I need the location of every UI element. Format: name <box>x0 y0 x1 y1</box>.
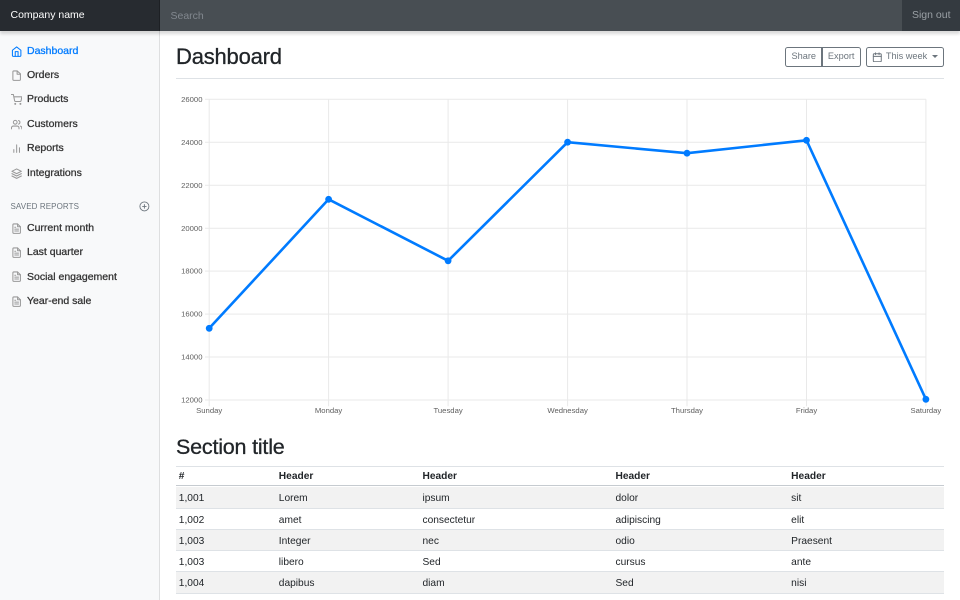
svg-text:22000: 22000 <box>181 181 202 190</box>
svg-text:14000: 14000 <box>181 353 202 362</box>
svg-text:Monday: Monday <box>315 406 343 415</box>
svg-text:12000: 12000 <box>181 396 202 405</box>
svg-text:Sunday: Sunday <box>196 406 222 415</box>
svg-text:18000: 18000 <box>181 267 202 276</box>
svg-text:Thursday: Thursday <box>671 406 703 415</box>
svg-text:Tuesday: Tuesday <box>433 406 462 415</box>
svg-text:Saturday: Saturday <box>911 406 942 415</box>
svg-text:26000: 26000 <box>181 95 202 104</box>
svg-text:24000: 24000 <box>181 138 202 147</box>
svg-text:Friday: Friday <box>796 406 818 415</box>
svg-text:20000: 20000 <box>181 224 202 233</box>
svg-text:16000: 16000 <box>181 310 202 319</box>
svg-text:Wednesday: Wednesday <box>547 406 588 415</box>
